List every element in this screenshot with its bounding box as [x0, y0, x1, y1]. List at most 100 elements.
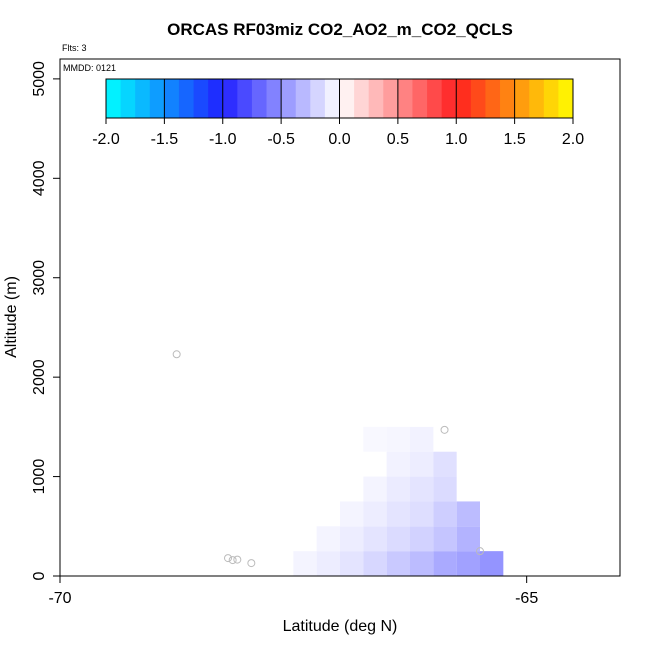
- heatmap-cell: [433, 551, 457, 576]
- colorbar-tick-label: -1.0: [209, 131, 237, 148]
- heatmap-cell: [340, 526, 364, 552]
- colorbar-segment: [500, 79, 516, 118]
- heatmap-cell: [386, 426, 410, 452]
- heatmap-cell: [363, 451, 387, 477]
- colorbar-segment: [397, 79, 413, 118]
- heatmap-cell: [316, 526, 340, 552]
- colorbar-tick-label: 0.5: [387, 131, 409, 148]
- colorbar-segment: [383, 79, 399, 118]
- colorbar-segment: [106, 79, 122, 118]
- heatmap-cell: [363, 551, 387, 576]
- colorbar-segment: [178, 79, 195, 118]
- x-axis-label: Latitude (deg N): [283, 618, 398, 635]
- heatmap-cell: [433, 526, 457, 552]
- colorbar-segment: [470, 79, 486, 118]
- flights-label: Flts: 3: [62, 43, 87, 53]
- colorbar-segment: [339, 79, 355, 118]
- colorbar-segment: [266, 79, 282, 118]
- sample-point: [476, 547, 484, 556]
- colorbar-segment: [412, 79, 428, 118]
- axes: -70 -65 0 1000 2000 3000 4000 5000: [31, 61, 538, 607]
- heatmap-cell: [386, 501, 410, 527]
- heatmap-cell: [410, 476, 434, 502]
- colorbar-frame: [105, 78, 574, 119]
- colorbar-segment: [281, 79, 297, 118]
- heatmap-cell: [433, 476, 457, 502]
- colorbar-segment: [368, 79, 384, 118]
- sample-point: [172, 350, 181, 359]
- heatmap-cell: [340, 551, 364, 576]
- heatmap-cell: [480, 551, 504, 576]
- sample-points: [172, 350, 484, 568]
- sample-point: [224, 554, 232, 563]
- heatmap-cells: [293, 426, 504, 576]
- colorbar-segment: [251, 79, 268, 118]
- y-axis-label: Altitude (m): [3, 276, 20, 358]
- colorbar-segment: [543, 79, 559, 118]
- colorbar-segment: [193, 79, 209, 118]
- colorbar-segment: [324, 79, 340, 118]
- heatmap-cell: [363, 476, 387, 502]
- colorbar-segment: [558, 79, 574, 118]
- colorbar-segment: [485, 79, 501, 118]
- y-tick-label: 0: [31, 571, 48, 580]
- y-tick-label: 3000: [31, 260, 48, 296]
- heatmap-cell: [410, 426, 434, 452]
- heatmap-cell: [386, 526, 410, 552]
- colorbar: -2.0 -1.5 -1.0 -0.5 0.0 0.5 1.0 1.5 2.0: [92, 78, 584, 148]
- colorbar-segment: [295, 79, 311, 118]
- date-label: MMDD: 0121: [63, 63, 116, 73]
- colorbar-segment: [456, 79, 472, 118]
- colorbar-tick-label: 2.0: [562, 131, 584, 148]
- colorbar-segment: [529, 79, 545, 118]
- heatmap-cell: [410, 526, 434, 552]
- heatmap-cell: [316, 551, 340, 576]
- colorbar-segment: [164, 79, 180, 118]
- heatmap-cell: [293, 551, 317, 576]
- heatmap-cell: [363, 426, 387, 452]
- x-tick-label: -70: [48, 590, 71, 607]
- x-tick-label: -65: [515, 590, 538, 607]
- heatmap-cell: [410, 551, 434, 576]
- heatmap-cell: [456, 526, 480, 552]
- heatmap-cell: [410, 501, 434, 527]
- colorbar-segment: [514, 79, 530, 118]
- colorbar-tick-label: -0.5: [267, 131, 295, 148]
- colorbar-segment: [149, 79, 165, 118]
- y-tick-label: 2000: [31, 359, 48, 395]
- y-tick-label: 1000: [31, 459, 48, 495]
- colorbar-segment: [135, 79, 151, 118]
- sample-point: [247, 559, 256, 568]
- heatmap-cell: [456, 551, 480, 576]
- heatmap-cell: [410, 451, 434, 477]
- colorbar-segment: [354, 79, 370, 118]
- y-tick-label: 4000: [31, 160, 48, 196]
- heatmap-cell: [433, 451, 457, 477]
- sample-point: [233, 555, 242, 564]
- colorbar-segment: [208, 79, 224, 118]
- heatmap-cell: [433, 501, 457, 527]
- colorbar-segment: [310, 79, 326, 118]
- heatmap-cell: [363, 526, 387, 552]
- colorbar-segment: [237, 79, 253, 118]
- sample-point: [440, 425, 449, 434]
- heatmap-cell: [456, 501, 480, 527]
- colorbar-tick-label: 0.0: [328, 131, 350, 148]
- plot-frame: [59, 58, 621, 577]
- colorbar-tick-label: -2.0: [92, 131, 120, 148]
- heatmap-cell: [340, 501, 364, 527]
- chart-title: ORCAS RF03miz CO2_AO2_m_CO2_QCLS: [167, 20, 513, 39]
- heatmap-cell: [386, 476, 410, 502]
- heatmap-cell: [386, 451, 410, 477]
- colorbar-segment: [441, 79, 457, 118]
- heatmap-cell: [386, 551, 410, 576]
- colorbar-tick-label: 1.0: [445, 131, 467, 148]
- colorbar-segment: [120, 79, 136, 118]
- colorbar-tick-label: -1.5: [151, 131, 179, 148]
- sample-point: [228, 556, 237, 565]
- colorbar-segment: [222, 79, 238, 118]
- y-tick-label: 5000: [31, 61, 48, 97]
- colorbar-tick-label: 1.5: [504, 131, 526, 148]
